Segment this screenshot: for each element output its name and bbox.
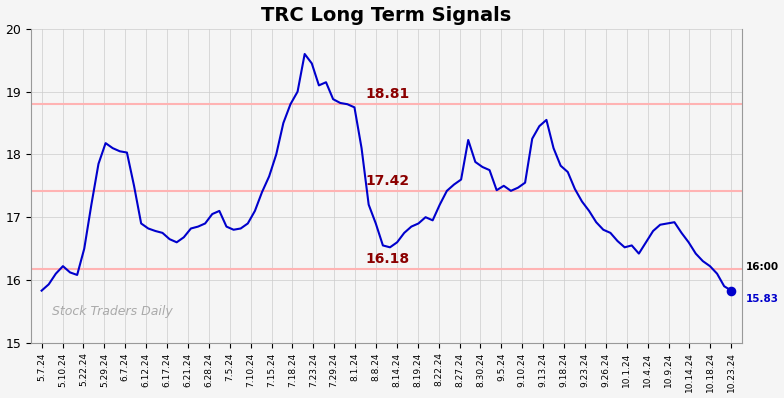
Text: 15.83: 15.83: [746, 294, 779, 304]
Text: Stock Traders Daily: Stock Traders Daily: [53, 304, 173, 318]
Text: 16.18: 16.18: [366, 252, 410, 266]
Text: 16:00: 16:00: [746, 262, 779, 272]
Point: [725, 287, 738, 294]
Text: 17.42: 17.42: [366, 174, 410, 188]
Text: 18.81: 18.81: [366, 87, 410, 101]
Title: TRC Long Term Signals: TRC Long Term Signals: [261, 6, 512, 25]
